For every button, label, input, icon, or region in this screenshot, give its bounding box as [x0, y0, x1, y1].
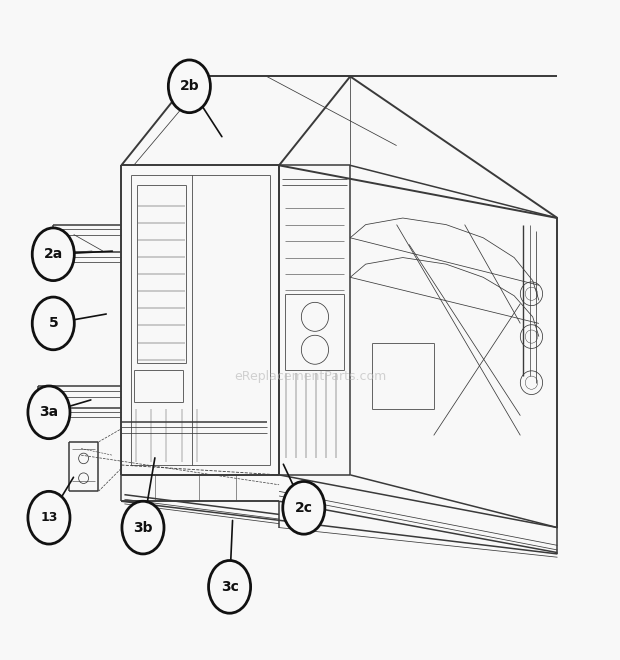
Text: 2a: 2a	[43, 248, 63, 261]
Text: 3b: 3b	[133, 521, 153, 535]
Ellipse shape	[32, 297, 74, 350]
Ellipse shape	[28, 386, 70, 439]
Text: 3a: 3a	[40, 405, 58, 419]
Text: 5: 5	[48, 316, 58, 331]
Ellipse shape	[32, 228, 74, 280]
Ellipse shape	[169, 60, 210, 113]
Ellipse shape	[28, 491, 70, 544]
Ellipse shape	[208, 560, 250, 613]
Text: eReplacementParts.com: eReplacementParts.com	[234, 370, 386, 383]
Text: 2b: 2b	[180, 79, 199, 93]
Ellipse shape	[283, 482, 325, 534]
Text: 13: 13	[40, 512, 58, 524]
Text: 2c: 2c	[295, 501, 313, 515]
Text: 3c: 3c	[221, 580, 239, 594]
Ellipse shape	[122, 501, 164, 554]
